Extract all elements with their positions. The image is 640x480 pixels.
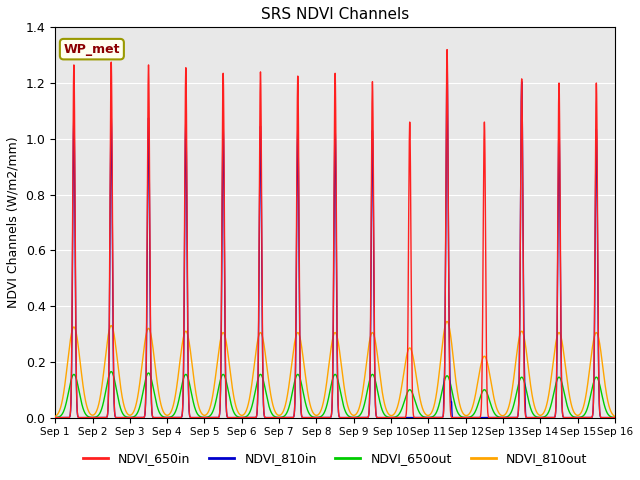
Legend: NDVI_650in, NDVI_810in, NDVI_650out, NDVI_810out: NDVI_650in, NDVI_810in, NDVI_650out, NDV… (78, 447, 592, 470)
Text: WP_met: WP_met (63, 43, 120, 56)
Y-axis label: NDVI Channels (W/m2/mm): NDVI Channels (W/m2/mm) (7, 137, 20, 308)
Title: SRS NDVI Channels: SRS NDVI Channels (261, 7, 409, 22)
